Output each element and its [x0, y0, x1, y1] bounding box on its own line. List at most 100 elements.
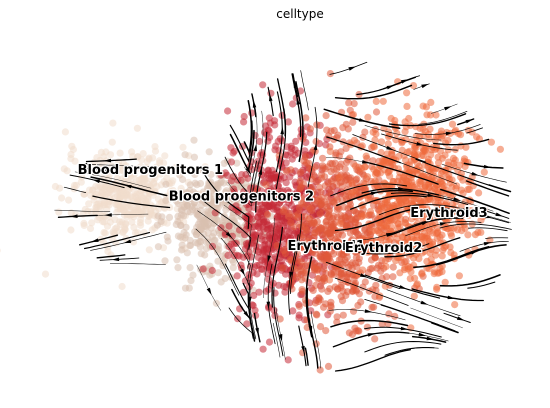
cell-point	[481, 206, 489, 214]
cell-point	[338, 231, 347, 239]
cell-point	[164, 237, 172, 245]
cell-point	[139, 194, 147, 202]
cell-point	[378, 320, 386, 328]
cell-point	[168, 167, 176, 175]
cell-point	[457, 142, 465, 150]
cell-point	[299, 231, 307, 239]
stream-arrowhead	[420, 300, 429, 305]
cell-point	[300, 180, 308, 188]
celltype-label-3: Erythroid2	[345, 241, 422, 256]
cell-point	[353, 230, 361, 238]
cell-point	[116, 202, 124, 210]
cell-point	[327, 168, 335, 176]
stream-arrowhead	[225, 231, 233, 239]
cell-point	[423, 111, 431, 119]
stream-arrowhead	[364, 309, 373, 313]
cell-point	[322, 218, 330, 226]
cell-point	[179, 143, 187, 151]
streamline	[305, 256, 313, 338]
cell-point	[425, 265, 433, 273]
cell-point	[129, 152, 137, 160]
cell-point	[274, 221, 282, 229]
cell-point	[372, 108, 381, 116]
cell-point	[0, 248, 1, 253]
cell-point	[432, 133, 440, 141]
cell-point	[58, 194, 66, 202]
cell-point	[156, 170, 164, 178]
cell-point	[197, 201, 205, 209]
cell-point	[439, 132, 447, 140]
cell-point	[228, 246, 236, 254]
cell-point	[118, 282, 126, 291]
cell-point	[277, 188, 285, 196]
stream-arrowhead	[475, 211, 484, 215]
stream-arrowhead	[416, 142, 424, 146]
cell-point	[139, 150, 147, 158]
streamline	[289, 213, 302, 295]
cell-point	[302, 153, 310, 161]
cell-point	[343, 273, 351, 281]
cell-point	[448, 120, 457, 128]
cell-point	[382, 263, 390, 271]
cell-point	[265, 275, 273, 283]
cell-point	[402, 123, 410, 131]
stream-arrowhead	[398, 187, 406, 191]
cell-point	[391, 312, 399, 320]
cell-point	[330, 270, 338, 278]
cell-point	[328, 224, 336, 232]
cell-point	[398, 139, 406, 147]
cell-point	[487, 138, 495, 146]
stream-arrowhead	[370, 191, 379, 196]
cell-point	[98, 184, 106, 192]
cell-point	[208, 266, 216, 275]
cell-point	[315, 294, 323, 303]
cell-point	[277, 193, 285, 201]
cell-point	[427, 98, 435, 106]
cell-point	[286, 239, 294, 247]
cell-point	[196, 225, 205, 233]
stream-arrowhead	[103, 158, 112, 163]
cell-point	[321, 182, 329, 190]
cell-point	[257, 207, 266, 215]
cell-point	[259, 345, 267, 353]
cell-point	[309, 286, 317, 294]
stream-arrowhead	[456, 316, 465, 321]
cell-point	[480, 168, 488, 176]
cell-point	[362, 152, 370, 160]
celltype-label-0: Blood progenitors 1	[78, 163, 223, 178]
cell-point	[368, 227, 376, 235]
cell-point	[190, 153, 198, 161]
streamline	[334, 209, 411, 232]
cell-point	[386, 235, 394, 243]
cell-point	[421, 142, 430, 150]
cell-point	[404, 148, 412, 156]
cell-point	[354, 301, 362, 310]
stream-arrowhead	[386, 85, 395, 90]
cell-point	[436, 233, 444, 241]
stream-arrowhead	[123, 239, 132, 244]
cell-point	[371, 136, 379, 144]
cell-point	[301, 212, 309, 221]
cell-point	[456, 161, 464, 169]
cell-point	[214, 269, 222, 277]
cell-point	[195, 195, 203, 203]
cell-point	[383, 150, 391, 158]
cell-point	[206, 214, 214, 222]
cell-point	[227, 158, 236, 166]
cell-point	[465, 185, 473, 193]
cell-point	[316, 210, 324, 218]
streamline	[364, 341, 442, 353]
cell-point	[138, 156, 146, 164]
cell-point	[331, 159, 339, 167]
cell-point	[442, 139, 450, 147]
cell-point	[307, 307, 315, 315]
cell-point	[496, 145, 504, 153]
stream-arrowhead	[483, 242, 492, 246]
chart-title: celltype	[276, 7, 323, 21]
streamline	[467, 281, 496, 289]
cell-point	[61, 128, 69, 136]
cell-scatter-layer	[0, 70, 504, 374]
streamline	[485, 237, 509, 239]
cell-point	[383, 273, 391, 281]
cell-point	[434, 228, 442, 236]
